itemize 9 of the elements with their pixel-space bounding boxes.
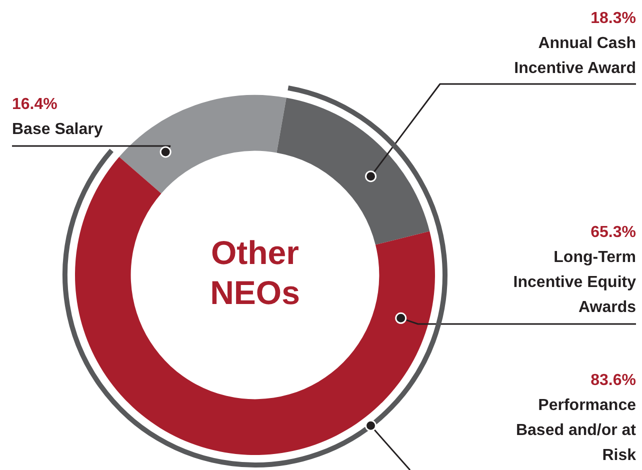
text: Performance Based and/or at Risk [514,396,636,466]
text: Other NEOs [209,233,301,313]
text: 83.6% [590,371,636,391]
data-label: 16.4% [12,95,58,115]
slice-label: Annual Cash Incentive Award [513,34,636,79]
slice-label: Long-Term Incentive Equity Awards [512,248,636,318]
slice-label: Base Salary [12,120,104,140]
data-label: 18.3% [590,9,636,29]
data-label: 65.3% [590,223,636,243]
